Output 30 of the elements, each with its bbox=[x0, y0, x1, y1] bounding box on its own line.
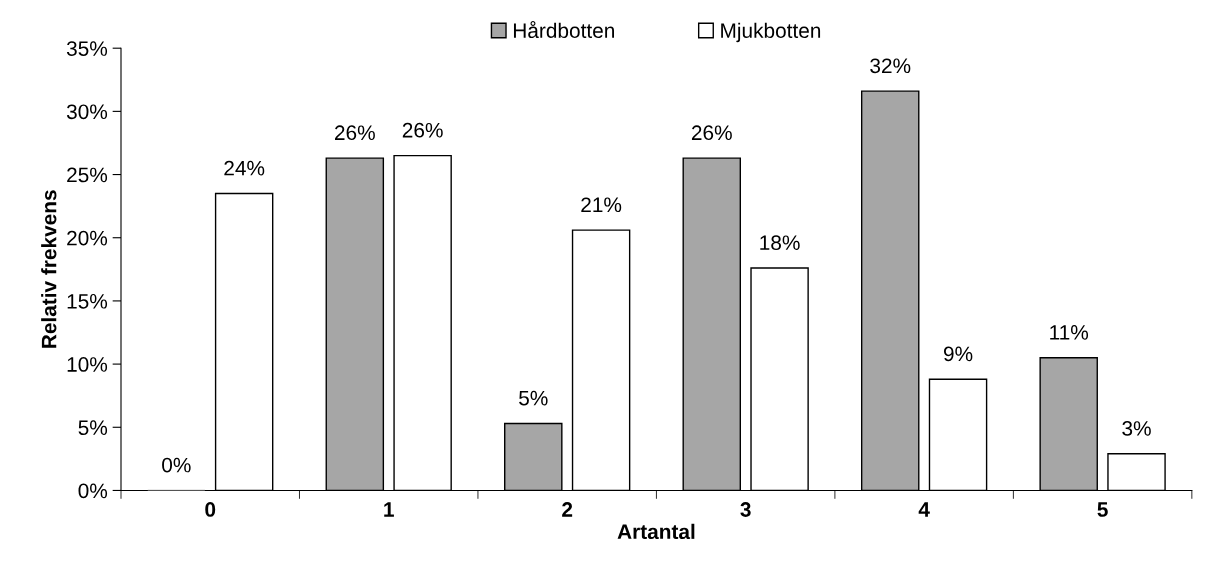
data-label: 26% bbox=[335, 125, 375, 141]
data-label: 3% bbox=[1122, 421, 1151, 436]
x-tick-label: 2 bbox=[562, 502, 573, 517]
data-label: 18% bbox=[760, 235, 800, 251]
data-label: 26% bbox=[691, 125, 732, 141]
legend-label: Hårdbotten bbox=[513, 21, 614, 39]
data-label: 21% bbox=[581, 197, 622, 213]
x-axis-title: Artantal bbox=[617, 523, 695, 540]
y-tick-label: 15% bbox=[67, 294, 108, 309]
data-label: 9% bbox=[943, 346, 973, 362]
y-tick-label: 35% bbox=[66, 41, 108, 56]
legend-label: Mjukbotten bbox=[721, 22, 821, 43]
x-tick-label: 0 bbox=[205, 502, 216, 517]
data-label: 32% bbox=[870, 58, 911, 74]
y-tick-label: 5% bbox=[78, 420, 108, 436]
data-label: 11% bbox=[1050, 325, 1089, 340]
y-tick-label: 25% bbox=[67, 167, 108, 183]
y-tick-label: 10% bbox=[67, 357, 108, 372]
x-tick-label: 4 bbox=[918, 502, 930, 517]
y-tick-label: 0% bbox=[78, 483, 108, 499]
x-tick-label: 1 bbox=[384, 502, 394, 517]
data-label: 0% bbox=[162, 457, 191, 473]
y-tick-label: 30% bbox=[66, 104, 108, 120]
y-axis-title: Relativ frekvens bbox=[41, 190, 57, 348]
data-label: 24% bbox=[224, 160, 265, 176]
y-tick-label: 20% bbox=[67, 230, 108, 246]
data-label: 5% bbox=[519, 390, 548, 406]
data-label: 26% bbox=[402, 122, 443, 138]
x-tick-label: 3 bbox=[740, 502, 751, 517]
x-tick-label: 5 bbox=[1097, 502, 1108, 517]
